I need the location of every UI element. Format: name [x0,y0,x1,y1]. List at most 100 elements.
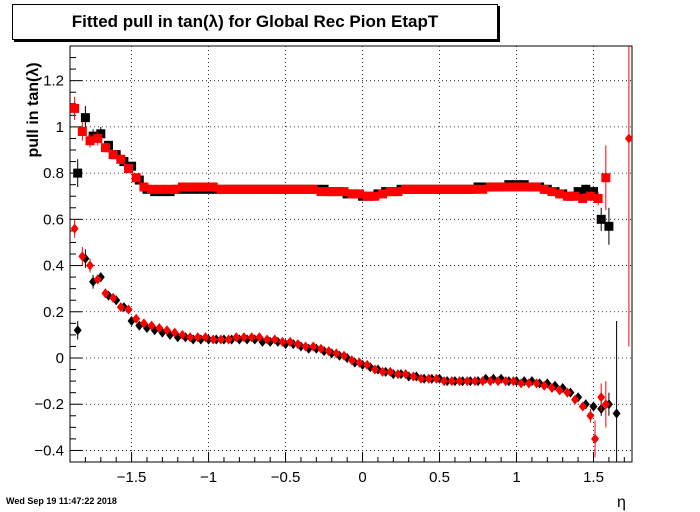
plot-frame [69,45,633,463]
data-point [255,332,264,343]
data-point [586,410,595,421]
y-tick-label: −0.4 [34,442,64,459]
data-point [601,399,610,410]
data-point [463,376,472,387]
data-point [455,184,465,194]
data-point [578,401,587,412]
data-point [424,373,433,384]
data-point [224,334,233,345]
data-point [177,182,187,192]
data-point [70,103,80,113]
data-point [331,187,341,197]
data-point [73,325,82,336]
data-point [316,343,325,354]
data-point [486,376,495,387]
data-point [401,184,411,194]
data-point [347,189,357,199]
data-point [254,184,264,194]
x-tick-label: −1 [200,469,217,486]
data-point [147,184,157,194]
data-point [378,366,387,377]
data-point [332,348,341,359]
data-point [589,187,599,197]
data-point [132,313,141,324]
data-point [201,332,210,343]
data-point [93,274,102,285]
data-point [393,187,403,197]
data-point [209,334,218,345]
data-point [494,376,503,387]
y-tick-label: 1.2 [43,73,64,90]
data-point [447,184,457,194]
data-point [231,184,241,194]
y-tick-label: −0.2 [34,396,64,413]
data-point [154,184,164,194]
data-point [612,408,621,419]
data-point [155,322,164,333]
data-point [517,378,526,389]
data-point [532,182,542,192]
data-point [485,182,495,192]
data-point [571,394,580,405]
data-point [293,339,302,350]
data-point [516,182,526,192]
data-point [216,334,225,345]
x-tick-label: 0 [358,469,366,486]
data-point [355,357,364,368]
data-point [540,380,549,391]
data-point [262,184,272,194]
data-point [286,336,295,347]
data-point [178,329,187,340]
grid-layer [70,46,632,462]
y-axis-label: pull in tan(λ) [25,62,42,158]
axes-layer: −1.5 −1 −0.5 0 0.5 1 1.5 −0.4 −0.2 0 0.2 0.4 0.6 0.8 1… [34,45,633,486]
data-point [363,359,372,370]
data-point [285,184,295,194]
data-point [270,184,280,194]
data-point [239,332,248,343]
x-tick-label: −1.5 [117,469,147,486]
data-point [193,332,202,343]
data-point [80,113,90,123]
x-axis-label: η [617,494,626,511]
data-point [200,182,210,192]
data-point [581,184,591,194]
data-point [147,320,156,331]
data-point [547,383,556,394]
data-point [73,168,83,178]
data-point [439,184,449,194]
data-point [193,182,203,192]
chart-title: Fitted pull in tan(λ) for Global Rec Pio… [12,4,498,40]
data-point [596,214,606,224]
data-point [93,133,103,143]
data-point [88,131,98,141]
data-point [362,191,372,201]
data-point [354,189,364,199]
data-point [116,154,126,164]
y-tick-label: 0.4 [43,258,64,275]
data-point [163,325,172,336]
data-point [370,364,379,375]
data-point [96,129,106,139]
data-point [277,184,287,194]
data-point [270,334,279,345]
data-point [624,133,632,144]
y-tick-label: 0.2 [43,304,64,321]
data-point [524,182,534,192]
data-point [208,182,218,192]
series-layer [70,46,632,462]
data-point [573,187,583,197]
data-point [162,184,172,194]
data-point [478,376,487,387]
data-point [547,187,557,197]
data-point [232,332,241,343]
data-point [324,346,333,357]
data-point [532,378,541,389]
data-point [239,184,249,194]
x-tick-label: 1 [512,469,520,486]
data-point [124,304,133,315]
data-point [370,191,380,201]
data-point [470,184,480,194]
data-point [591,433,600,444]
